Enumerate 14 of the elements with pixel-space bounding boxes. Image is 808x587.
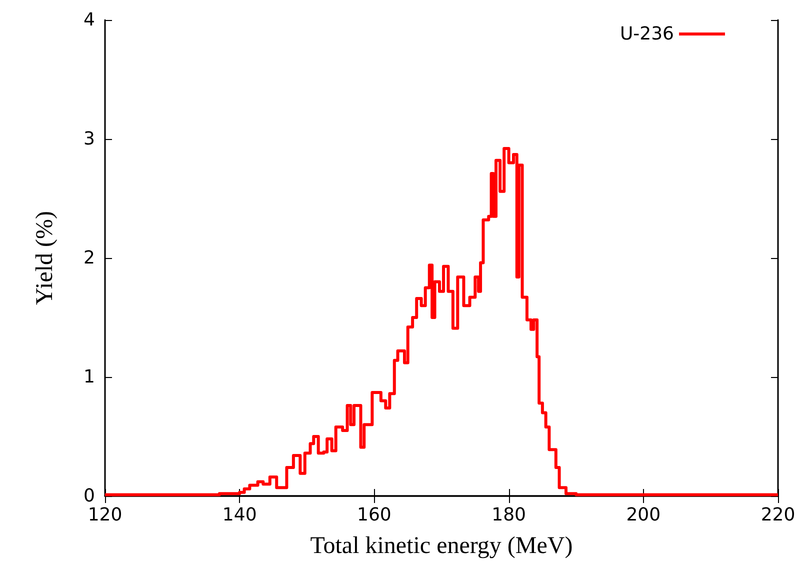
y-tick-label: 3 <box>84 128 95 150</box>
y-axis-title: Yield (%) <box>32 211 58 305</box>
x-axis-title: Total kinetic energy (MeV) <box>310 533 573 559</box>
x-tick-label: 200 <box>626 504 661 526</box>
x-tick-label: 220 <box>760 504 796 526</box>
x-tick-label: 120 <box>88 504 122 526</box>
legend-label: U-236 <box>620 24 674 44</box>
x-tick-label: 140 <box>222 504 257 526</box>
y-tick-label: 0 <box>84 486 95 506</box>
y-tick-label: 2 <box>84 248 95 268</box>
y-tick-label: 1 <box>84 366 95 388</box>
x-tick-label: 160 <box>357 504 392 526</box>
y-tick-label: 4 <box>84 10 95 30</box>
x-tick-label: 180 <box>492 504 526 526</box>
